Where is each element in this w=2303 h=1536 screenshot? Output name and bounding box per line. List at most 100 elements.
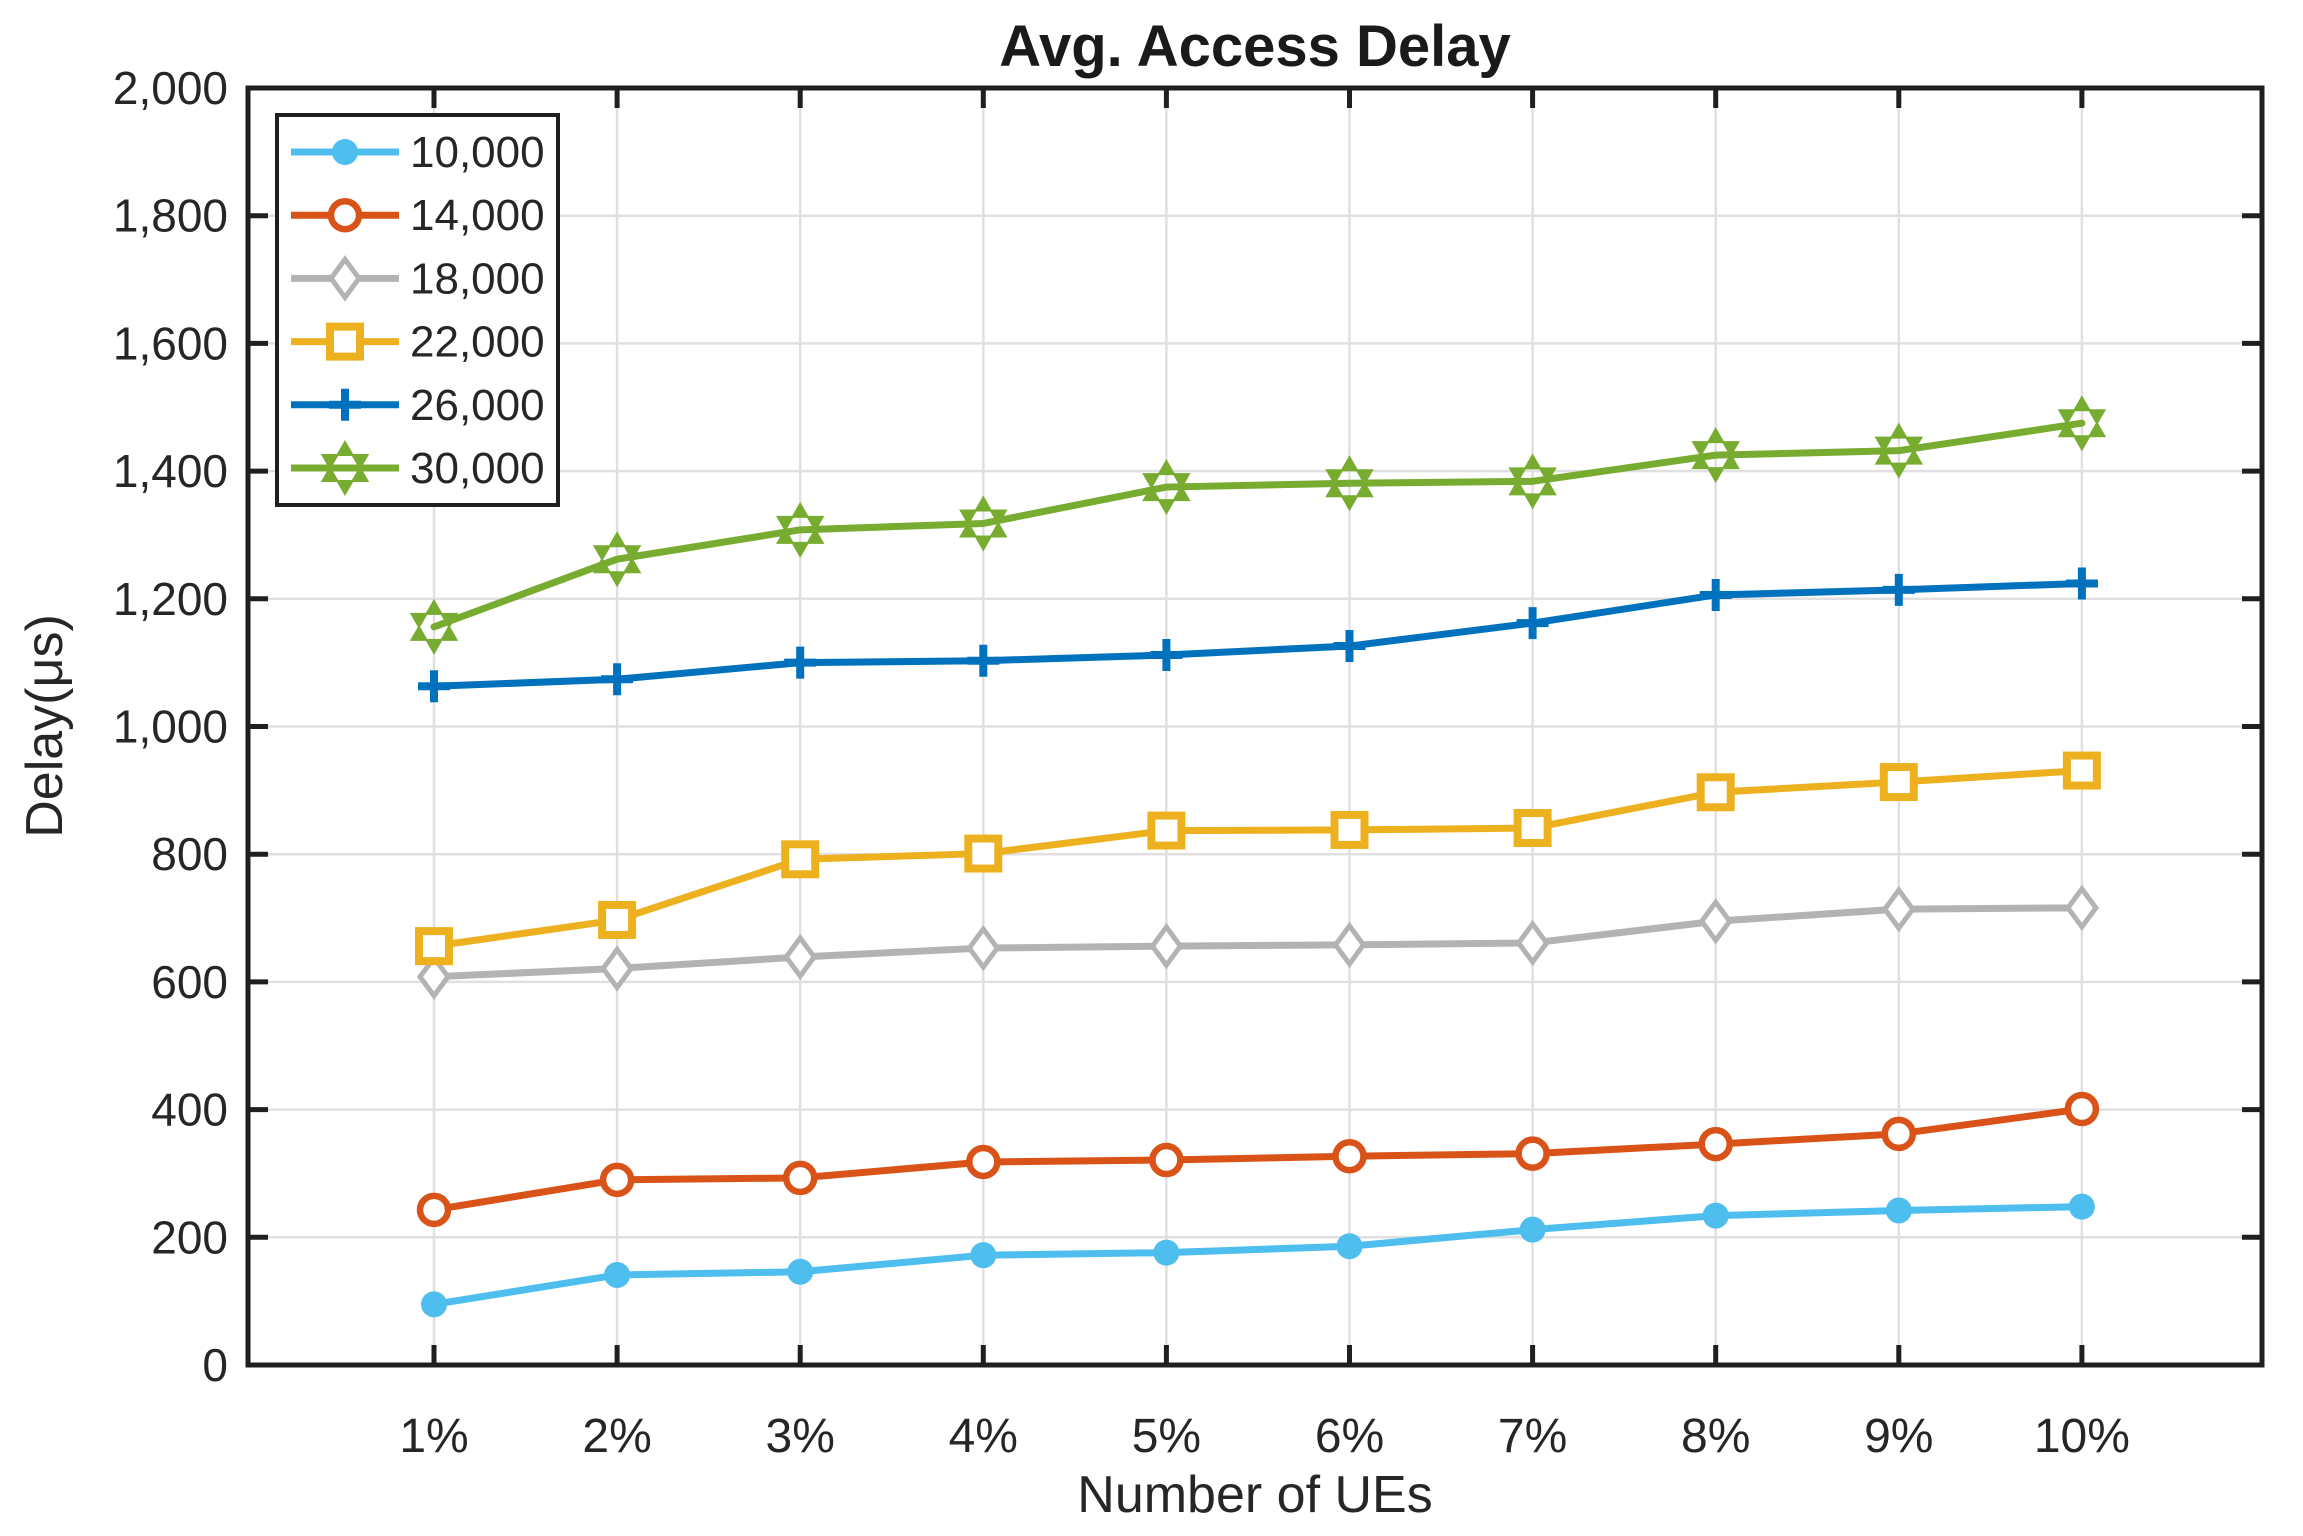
- plus-marker: [1150, 638, 1183, 671]
- plus-marker: [329, 388, 361, 421]
- marker-shape: [2065, 567, 2098, 600]
- legend-label: 14,000: [410, 191, 545, 240]
- y-tick-label: 200: [151, 1211, 228, 1263]
- marker-shape: [2068, 1193, 2095, 1220]
- circle-open-marker: [1149, 1142, 1184, 1178]
- y-tick-label: 0: [202, 1339, 228, 1391]
- x-tick-label: 5%: [1132, 1410, 1201, 1463]
- diamond-open-marker: [416, 953, 452, 1001]
- marker-shape: [787, 1258, 814, 1285]
- circle-open-marker: [599, 1162, 635, 1198]
- marker-shape: [1515, 1136, 1550, 1171]
- y-tick-label: 2,000: [113, 62, 228, 114]
- marker-shape: [1149, 922, 1184, 970]
- square-open-marker: [1696, 773, 1735, 812]
- y-tick-label: 400: [151, 1084, 228, 1136]
- square-open-marker: [2062, 751, 2101, 790]
- marker-shape: [775, 501, 825, 558]
- hexagram-marker: [320, 439, 370, 497]
- marker-shape: [967, 644, 1000, 677]
- marker-shape: [1147, 811, 1186, 850]
- marker-shape: [1698, 898, 1733, 945]
- marker-shape: [1874, 422, 1924, 479]
- marker-shape: [1879, 763, 1918, 802]
- marker-shape: [329, 388, 361, 421]
- chart-title: Avg. Access Delay: [999, 14, 1511, 79]
- hexagram-marker: [1508, 453, 1557, 510]
- marker-shape: [1519, 1216, 1546, 1243]
- series-line-14000: [430, 1105, 2086, 1214]
- circle-filled-marker: [787, 1258, 814, 1285]
- marker-shape: [592, 531, 642, 588]
- series-line-30000: [430, 419, 2086, 631]
- circle-filled-marker: [1336, 1233, 1363, 1260]
- marker-shape: [599, 945, 635, 992]
- circle-open-marker: [2064, 1091, 2100, 1127]
- plus-marker: [1516, 607, 1549, 640]
- marker-shape: [966, 924, 1001, 972]
- y-axis-label: Delay(μs): [16, 614, 74, 838]
- marker-shape: [1882, 573, 1915, 606]
- circle-filled-marker: [970, 1242, 997, 1269]
- marker-shape: [598, 900, 637, 939]
- legend-label: 26,000: [410, 381, 545, 430]
- series-line-26000: [430, 579, 2086, 690]
- x-tick-label: 9%: [1864, 1410, 1933, 1463]
- marker-shape: [416, 1192, 452, 1228]
- circle-open-marker: [1881, 1116, 1917, 1152]
- circle-open-marker: [1698, 1126, 1733, 1162]
- plus-marker: [1882, 573, 1915, 606]
- marker-shape: [1515, 919, 1550, 967]
- x-tick-label: 3%: [766, 1410, 835, 1463]
- marker-shape: [1150, 638, 1183, 671]
- circle-filled-marker: [421, 1291, 447, 1318]
- y-tick-label: 600: [151, 956, 228, 1008]
- marker-shape: [1698, 1126, 1733, 1162]
- hexagram-marker: [2057, 395, 2107, 452]
- legend-label: 30,000: [410, 444, 545, 493]
- marker-shape: [1885, 1197, 1912, 1224]
- x-tick-label: 10%: [2034, 1410, 2130, 1463]
- marker-shape: [1330, 810, 1369, 849]
- x-tick-label: 4%: [949, 1410, 1018, 1463]
- marker-shape: [2064, 884, 2100, 932]
- plus-marker: [1699, 578, 1732, 611]
- x-tick-label: 6%: [1315, 1410, 1384, 1463]
- legend-label: 10,000: [410, 128, 545, 177]
- square-open-marker: [781, 840, 820, 879]
- marker-shape: [1699, 578, 1732, 611]
- square-open-marker: [598, 900, 637, 939]
- marker-shape: [421, 1291, 447, 1318]
- marker-shape: [959, 495, 1008, 552]
- marker-shape: [781, 840, 820, 879]
- marker-shape: [599, 1162, 635, 1198]
- hexagram-marker: [1325, 455, 1374, 512]
- marker-shape: [966, 1144, 1001, 1180]
- square-open-marker: [1513, 809, 1552, 848]
- hexagram-marker: [1142, 459, 1191, 516]
- marker-shape: [415, 927, 453, 966]
- square-open-marker: [1147, 811, 1186, 850]
- marker-shape: [326, 322, 364, 361]
- marker-shape: [320, 439, 370, 497]
- legend-label: 22,000: [410, 318, 545, 367]
- marker-shape: [1516, 607, 1549, 640]
- series-layer: [409, 395, 2107, 1318]
- hexagram-marker: [1874, 422, 1924, 479]
- square-open-marker: [415, 927, 453, 966]
- diamond-open-marker: [1149, 922, 1184, 970]
- marker-shape: [1325, 455, 1374, 512]
- marker-shape: [783, 933, 818, 981]
- marker-shape: [1332, 1138, 1367, 1174]
- y-tick-label: 1,200: [113, 573, 228, 625]
- diamond-open-marker: [1332, 921, 1367, 969]
- marker-shape: [782, 1160, 818, 1196]
- diamond-open-marker: [1515, 919, 1550, 967]
- marker-shape: [2064, 1091, 2100, 1127]
- circle-filled-marker: [604, 1261, 631, 1288]
- plus-marker: [418, 670, 450, 703]
- marker-shape: [964, 834, 1003, 873]
- series-line-18000: [430, 904, 2086, 981]
